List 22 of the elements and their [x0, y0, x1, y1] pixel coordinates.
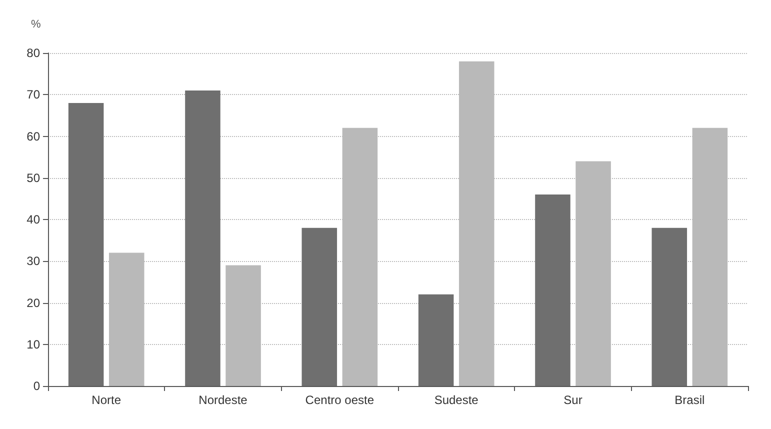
y-tick-label: 40	[26, 212, 40, 226]
y-axis-title: %	[31, 18, 41, 30]
y-tick-label: 20	[26, 296, 40, 310]
y-tick-label: 80	[26, 46, 40, 60]
y-tick-label: 10	[26, 337, 40, 352]
y-tick-label: 50	[26, 170, 40, 185]
bar	[418, 294, 454, 386]
bar	[68, 102, 104, 386]
bar	[185, 90, 220, 386]
x-tick-label: Brasil	[674, 393, 705, 407]
y-tick-label: 0	[33, 379, 40, 393]
bar	[652, 228, 688, 386]
x-tick-label: Sudeste	[434, 393, 479, 407]
y-tick-label: 60	[26, 129, 40, 144]
bar	[535, 194, 570, 386]
x-tick-label: Sur	[564, 393, 582, 407]
bar	[302, 228, 338, 386]
x-tick-label: Nordeste	[198, 393, 248, 407]
y-tick-label: 70	[26, 88, 40, 102]
y-tick-label: 30	[26, 254, 40, 268]
x-tick-label: Norte	[92, 393, 122, 407]
x-tick-label: Centro oeste	[305, 393, 374, 407]
